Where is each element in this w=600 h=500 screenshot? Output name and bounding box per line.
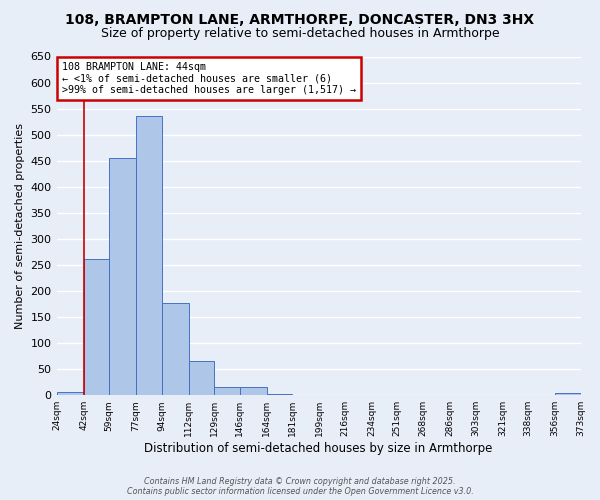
- Bar: [267, 394, 292, 395]
- X-axis label: Distribution of semi-detached houses by size in Armthorpe: Distribution of semi-detached houses by …: [145, 442, 493, 455]
- Bar: [240, 388, 267, 395]
- Y-axis label: Number of semi-detached properties: Number of semi-detached properties: [15, 123, 25, 329]
- Text: Contains HM Land Registry data © Crown copyright and database right 2025.
Contai: Contains HM Land Registry data © Crown c…: [127, 476, 473, 496]
- Bar: [555, 392, 581, 395]
- Text: Size of property relative to semi-detached houses in Armthorpe: Size of property relative to semi-detach…: [101, 28, 499, 40]
- Bar: [109, 158, 136, 395]
- Text: 108, BRAMPTON LANE, ARMTHORPE, DONCASTER, DN3 3HX: 108, BRAMPTON LANE, ARMTHORPE, DONCASTER…: [65, 12, 535, 26]
- Text: 108 BRAMPTON LANE: 44sqm
← <1% of semi-detached houses are smaller (6)
>99% of s: 108 BRAMPTON LANE: 44sqm ← <1% of semi-d…: [62, 62, 356, 95]
- Bar: [161, 304, 188, 395]
- Bar: [214, 388, 240, 395]
- Bar: [136, 116, 161, 395]
- Bar: [83, 258, 109, 395]
- Bar: [188, 361, 214, 395]
- Bar: [56, 392, 83, 395]
